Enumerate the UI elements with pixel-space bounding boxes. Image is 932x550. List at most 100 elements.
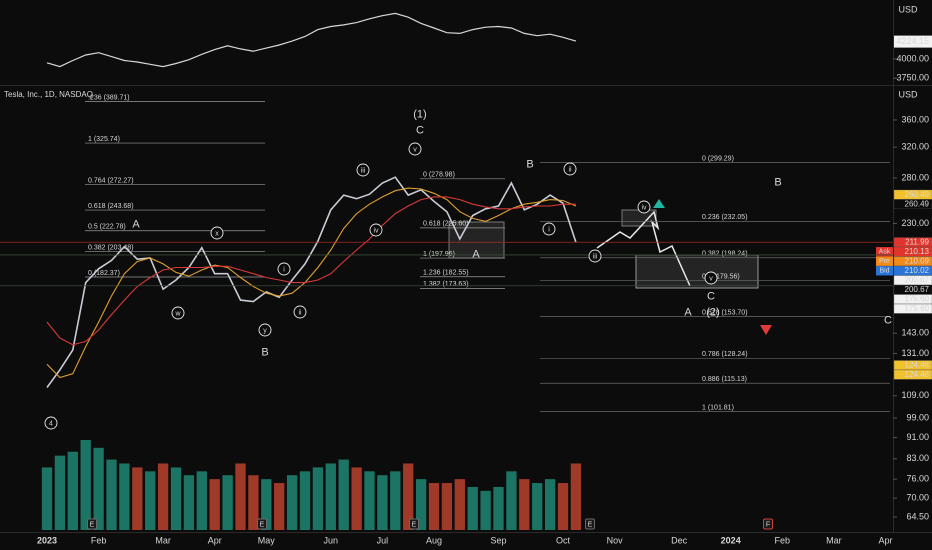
x-tick-label: Apr xyxy=(208,535,222,545)
y-tick-label: 99.00 xyxy=(906,412,929,422)
y-tick-label: 131.00 xyxy=(901,348,929,358)
x-tick-label: Jun xyxy=(324,535,339,545)
event-label: E xyxy=(260,521,265,528)
volume-bar xyxy=(274,483,285,530)
fib-label: 1 (325.74) xyxy=(88,136,120,143)
volume-bar xyxy=(312,467,324,530)
volume-bar xyxy=(415,479,427,530)
wave-label: B xyxy=(261,346,268,358)
price-label: 210.02 xyxy=(905,266,930,275)
down-arrow xyxy=(760,325,772,335)
volume-bar xyxy=(145,471,156,530)
wave-label: A xyxy=(684,306,692,318)
x-tick-label: Sep xyxy=(490,535,506,545)
fib-label: 0.618 (225.60) xyxy=(423,221,469,228)
series-line xyxy=(46,196,576,346)
wave-label: iii xyxy=(593,253,598,260)
x-tick-label: Apr xyxy=(878,535,892,545)
fib-label: 0.618 (153.70) xyxy=(702,309,748,316)
volume-bar xyxy=(209,479,220,530)
wave-circle xyxy=(293,305,307,319)
volume-bar xyxy=(351,467,362,530)
event-marker xyxy=(763,518,773,530)
wave-label: 4 xyxy=(49,420,53,427)
fib-label: 0 (182.37) xyxy=(88,270,120,277)
volume-bar xyxy=(557,483,569,530)
volume-bar xyxy=(325,463,336,530)
price-label: 200.67 xyxy=(905,275,930,284)
event-marker xyxy=(257,518,267,530)
fib-label: 0.382 (198.24) xyxy=(702,251,748,258)
fib-label: 1 (101.81) xyxy=(702,404,734,411)
fib-label: 0.5 (222.78) xyxy=(88,224,126,231)
volume-bar xyxy=(506,471,517,530)
fib-label: 0.236 (232.05) xyxy=(702,214,748,221)
volume-bar xyxy=(248,475,259,530)
x-tick-label: Dec xyxy=(671,535,688,545)
zone-box xyxy=(635,254,759,289)
wave-label: w xyxy=(174,310,181,317)
volume-bar xyxy=(183,475,195,530)
zone-box xyxy=(621,209,657,227)
volume-bar xyxy=(41,467,53,530)
y-tick-label: 143.00 xyxy=(901,328,929,338)
wave-label: (1) xyxy=(413,108,426,120)
volume-bar xyxy=(261,479,272,530)
volume-bar xyxy=(170,467,182,530)
y-tick-label: 280.00 xyxy=(901,172,929,182)
wave-label: B xyxy=(774,176,781,188)
x-tick-label: Mar xyxy=(826,535,842,545)
x-tick-label: 2023 xyxy=(37,535,57,545)
event-label: F xyxy=(766,521,770,528)
volume-bar xyxy=(132,467,143,530)
volume-bar xyxy=(80,440,91,530)
volume-bar xyxy=(441,483,453,530)
series-line xyxy=(46,187,577,379)
y-tick-label: 4000.00 xyxy=(896,53,929,63)
volume-bar xyxy=(106,459,117,530)
wave-circle xyxy=(563,162,577,176)
fib-label: 0 (278.98) xyxy=(423,172,455,179)
price-tag: Ask xyxy=(879,249,891,256)
wave-label: A xyxy=(132,218,140,230)
wave-label: A xyxy=(472,248,480,260)
volume-bar xyxy=(480,490,491,530)
wave-circle xyxy=(356,163,370,177)
projected-path xyxy=(596,210,691,287)
wave-circle xyxy=(277,262,291,276)
volume-bar xyxy=(54,455,66,530)
wave-label: C xyxy=(416,124,424,136)
volume-bar xyxy=(377,475,388,530)
price-label: 260.49 xyxy=(905,190,930,199)
wave-label: v xyxy=(709,275,713,282)
wave-label: iv xyxy=(641,204,647,211)
y-tick-label: 360.00 xyxy=(901,114,929,124)
series-line xyxy=(46,176,577,388)
wave-circle xyxy=(704,271,718,285)
y-tick-label: 76.00 xyxy=(906,474,929,484)
volume-bar xyxy=(428,483,440,530)
price-label: 175.60 xyxy=(905,294,930,303)
chart-title: Tesla, Inc., 1D, NASDAQ xyxy=(4,90,93,99)
wave-circle xyxy=(369,223,383,237)
price-tag: Bid xyxy=(879,268,889,275)
volume-bar xyxy=(119,463,130,530)
y-tick-label: 91.00 xyxy=(906,432,929,442)
fib-label: 0.618 (243.68) xyxy=(88,203,134,210)
wave-circle xyxy=(210,226,224,240)
y-tick-label: 230.00 xyxy=(901,218,929,228)
volume-bar xyxy=(286,475,298,530)
volume-bar xyxy=(403,463,414,530)
price-label: 175.60 xyxy=(905,304,930,313)
price-label-box xyxy=(893,369,932,380)
last-value-label: 4224.15 xyxy=(896,36,929,46)
volume-bar xyxy=(467,486,478,530)
x-tick-label: Feb xyxy=(775,535,791,545)
series-line xyxy=(46,12,577,68)
fib-label: 1 (197.96) xyxy=(423,251,455,258)
currency-label: USD xyxy=(898,89,918,99)
wave-label: B xyxy=(526,158,533,170)
x-tick-label: Oct xyxy=(556,535,571,545)
wave-circle xyxy=(637,200,651,214)
price-label: 124.48 xyxy=(905,360,930,369)
